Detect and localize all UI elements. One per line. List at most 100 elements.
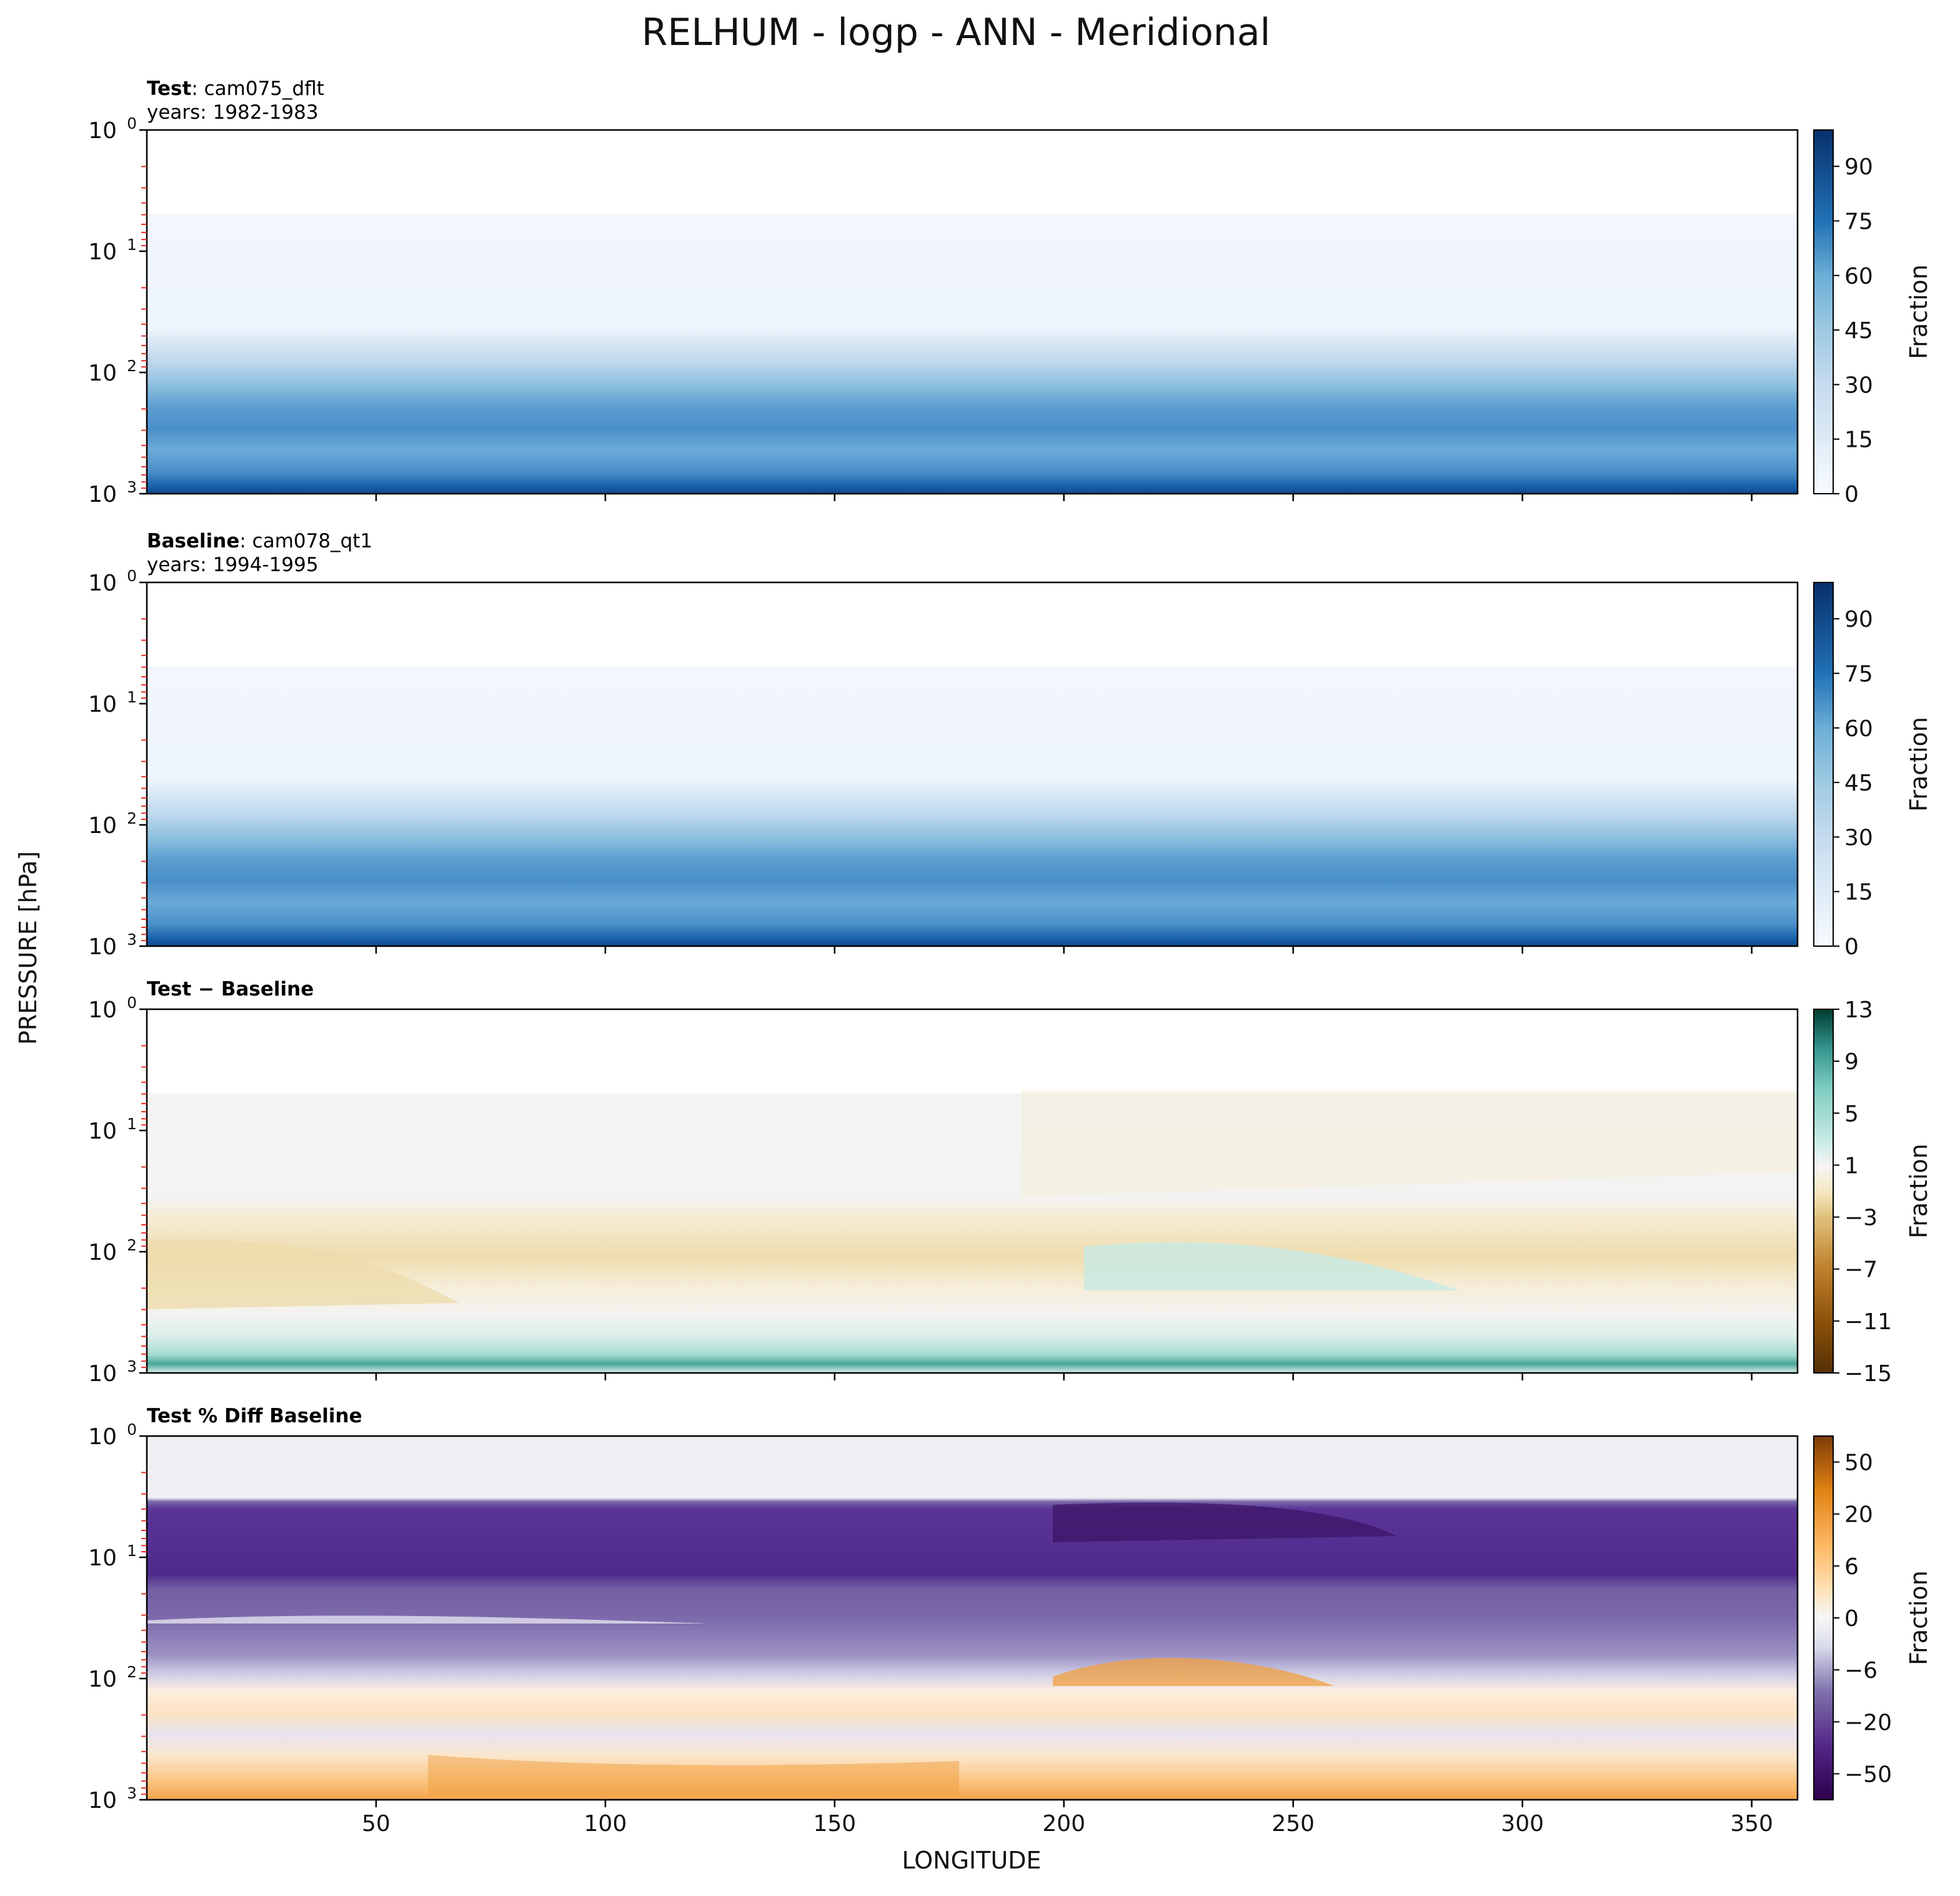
colorbar-gradient: [1813, 1435, 1834, 1800]
colorbar: −15 −11 −7 −3 1 5 9 13 Fraction: [1813, 997, 1933, 1387]
y-tick-label: 10: [88, 1240, 117, 1265]
panel-label-bold: Test: [147, 77, 192, 100]
panel-years: years: 1994-1995: [147, 554, 319, 576]
y-tick-label: 10: [88, 361, 117, 386]
colorbar-tick-label: 0: [1844, 1606, 1859, 1632]
colorbar-tick-label: 75: [1844, 662, 1873, 687]
colorbar-tick-label: 13: [1844, 997, 1873, 1023]
y-tick-label: 10: [88, 571, 117, 596]
colorbar-tick-label: −50: [1844, 1762, 1892, 1787]
y-tick-label: 10: [88, 239, 117, 265]
panel-label: Test % Diff Baseline: [147, 1405, 362, 1427]
panel-label-case: : cam075_dflt: [191, 77, 324, 100]
x-tick-label: 350: [1730, 1811, 1773, 1837]
colorbar-tick-label: 30: [1844, 372, 1873, 398]
contour-region: [147, 1615, 709, 1624]
colorbar-tick-label: 90: [1844, 607, 1873, 632]
colorbar-tick-label: 15: [1844, 427, 1873, 453]
y-tick-label: 10: [88, 1119, 117, 1144]
colorbar-tick-label: 50: [1844, 1450, 1873, 1476]
panel-label: Baseline: cam078_qt1: [147, 530, 372, 552]
y-tick-label: 10: [88, 1545, 117, 1571]
contour-region: [147, 1239, 459, 1309]
y-tick-exponent: 1: [127, 236, 137, 254]
colorbar-tick-label: 1: [1844, 1153, 1859, 1179]
colorbar-tick-label: 15: [1844, 880, 1873, 906]
y-tick-label: 10: [88, 482, 117, 507]
y-tick-label: 10: [88, 118, 117, 144]
contour-region: [1053, 1657, 1334, 1686]
y-tick-exponent: 1: [127, 688, 137, 706]
panel-label-case: : cam078_qt1: [239, 530, 372, 552]
colorbar-tick-label: 60: [1844, 716, 1873, 742]
x-tick-label: 200: [1042, 1811, 1085, 1837]
colorbar-tick-label: −11: [1844, 1309, 1892, 1335]
y-tick-exponent: 0: [127, 994, 137, 1012]
colorbar-label: Fraction: [1905, 264, 1933, 359]
panel-label-bold: Test % Diff Baseline: [147, 1405, 362, 1427]
y-tick-label: 10: [88, 692, 117, 717]
y-tick-exponent: 1: [127, 1115, 137, 1133]
x-tick-label: 300: [1501, 1811, 1544, 1837]
chart-title: RELHUM - logp - ANN - Meridional: [642, 11, 1271, 54]
colorbar-tick-label: 9: [1844, 1049, 1859, 1075]
y-tick-exponent: 2: [127, 1663, 137, 1681]
y-tick-label: 10: [88, 1424, 117, 1450]
contour-field: [147, 1009, 1798, 1373]
y-tick-exponent: 3: [127, 1784, 137, 1802]
y-tick-exponent: 2: [127, 1236, 137, 1254]
y-tick-exponent: 3: [127, 478, 137, 496]
x-axis-label: LONGITUDE: [902, 1847, 1041, 1874]
y-tick-exponent: 2: [127, 357, 137, 375]
colorbar-gradient: [1813, 1009, 1834, 1374]
panel-label-bold: Test − Baseline: [147, 978, 314, 1000]
y-tick-label: 10: [88, 813, 117, 839]
panel-label: Test − Baseline: [147, 978, 314, 1000]
colorbar: 0 15 30 45 60 75 90 Fraction: [1813, 582, 1933, 960]
plot-frame: [146, 129, 1799, 495]
colorbar-tick-label: 20: [1844, 1502, 1873, 1528]
y-tick-exponent: 0: [127, 567, 137, 585]
panel-label-bold: Baseline: [147, 530, 239, 552]
y-tick-exponent: 3: [127, 931, 137, 949]
colorbar-tick-label: 6: [1844, 1554, 1859, 1580]
y-tick-exponent: 0: [127, 1420, 137, 1439]
plot-frame: [146, 581, 1799, 947]
colorbar-tick-label: 60: [1844, 264, 1873, 289]
y-axis-label: PRESSURE [hPa]: [14, 851, 42, 1045]
contour-field: [147, 582, 1798, 946]
y-tick-label: 10: [88, 1667, 117, 1692]
colorbar-tick-label: −6: [1844, 1658, 1878, 1684]
y-tick-exponent: 0: [127, 114, 137, 132]
contour-region: [428, 1755, 959, 1795]
contour-region: [1084, 1242, 1459, 1290]
colorbar-tick-label: 5: [1844, 1101, 1859, 1127]
contour-region: [1053, 1502, 1396, 1542]
x-tick-label: 100: [584, 1811, 627, 1837]
colorbar-tick-label: 45: [1844, 771, 1873, 796]
colorbar-label: Fraction: [1905, 1570, 1933, 1665]
x-tick-label: 150: [813, 1811, 856, 1837]
colorbar-tick-label: 0: [1844, 482, 1859, 507]
plot-frame: [146, 1435, 1799, 1801]
y-tick-exponent: 2: [127, 809, 137, 827]
colorbar-gradient: [1813, 582, 1834, 947]
y-tick-label: 10: [88, 1361, 117, 1387]
colorbar-tick-label: −20: [1844, 1710, 1892, 1735]
y-tick-exponent: 3: [127, 1357, 137, 1375]
colorbar-tick-label: −3: [1844, 1205, 1878, 1231]
colorbar-tick-label: 0: [1844, 934, 1859, 960]
y-tick-label: 10: [88, 997, 117, 1023]
panel-years: years: 1982-1983: [147, 101, 319, 124]
colorbar-gradient: [1813, 129, 1834, 494]
y-tick-label: 10: [88, 1788, 117, 1814]
colorbar-label: Fraction: [1905, 717, 1933, 812]
contour-region: [1022, 1090, 1798, 1197]
panel-label: Test: cam075_dflt: [147, 77, 324, 100]
y-tick-exponent: 1: [127, 1542, 137, 1560]
colorbar-tick-label: −15: [1844, 1361, 1892, 1387]
